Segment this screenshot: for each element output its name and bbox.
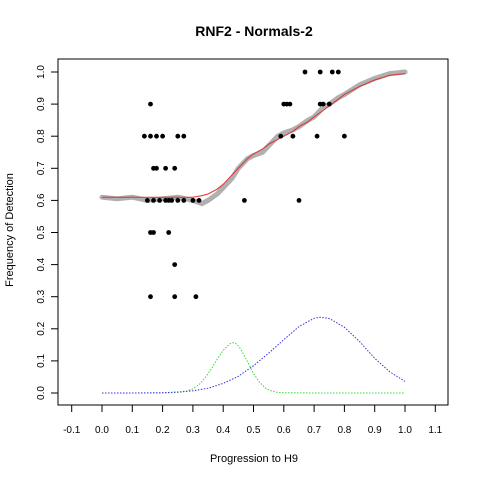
data-point <box>172 262 178 267</box>
x-tick-label: 0.9 <box>368 425 382 436</box>
blue-density-line <box>102 316 406 394</box>
y-tick-label: 0.3 <box>36 289 47 303</box>
data-point <box>157 198 163 203</box>
x-tick-label: 0.1 <box>125 425 139 436</box>
y-axis-label: Frequency of Detection <box>4 173 16 287</box>
data-point <box>314 133 320 139</box>
y-tick-label: 0.4 <box>36 257 47 271</box>
data-point <box>342 133 347 139</box>
green-density-line <box>102 342 405 394</box>
y-axis: 0.0 0.1 0.2 0.3 0.4 0.5 0.6 0.7 0.8 0.9 1.0 <box>36 65 58 400</box>
data-point <box>181 133 187 139</box>
data-point <box>317 69 323 75</box>
data-point <box>145 198 150 203</box>
y-tick-label: 0.5 <box>36 225 47 239</box>
data-point <box>151 198 156 203</box>
data-point <box>290 133 296 139</box>
x-axis: -0.1 0.0 0.1 0.2 0.3 0.4 0.5 0.6 0.7 0.8 0.9 1.0 1.1 <box>63 405 443 436</box>
x-tick-label: 0.8 <box>337 425 351 436</box>
data-point <box>160 133 166 139</box>
series-layer <box>99 69 408 394</box>
data-point <box>148 101 153 107</box>
data-point <box>163 165 169 171</box>
data-point <box>296 198 302 203</box>
data-point <box>329 69 335 75</box>
fit-series-line <box>102 73 406 198</box>
x-tick-label: 0.3 <box>186 425 200 436</box>
data-point <box>326 101 332 107</box>
x-tick-label: 0.7 <box>307 425 321 436</box>
x-axis-label: Progression to H9 <box>210 453 298 465</box>
chart-title: RNF2 - Normals-2 <box>195 23 313 39</box>
x-tick-label: 0.2 <box>156 425 170 436</box>
data-point <box>172 294 178 300</box>
y-tick-label: 0.9 <box>36 97 47 111</box>
data-point <box>154 165 159 171</box>
x-tick-label: 1.1 <box>428 425 442 436</box>
data-point <box>278 133 284 139</box>
x-tick-label: 0.6 <box>277 425 291 436</box>
x-tick-label: 0.5 <box>247 425 261 436</box>
data-point <box>242 198 247 203</box>
y-tick-label: 0.7 <box>36 161 47 175</box>
points-layer <box>142 69 347 300</box>
data-point <box>193 294 199 300</box>
data-point <box>181 198 187 203</box>
data-point <box>175 133 181 139</box>
y-tick-label: 0.1 <box>36 354 47 368</box>
data-point <box>148 294 153 300</box>
data-point <box>148 133 153 139</box>
x-tick-label: 0.4 <box>216 425 230 436</box>
data-point <box>142 133 147 139</box>
y-tick-label: 1.0 <box>36 65 47 79</box>
data-point <box>190 198 196 203</box>
x-tick-label: 0.0 <box>95 425 109 436</box>
data-point <box>320 101 326 107</box>
data-point <box>196 198 202 203</box>
data-point <box>335 69 341 75</box>
y-tick-label: 0.6 <box>36 193 47 207</box>
data-point <box>166 230 172 235</box>
data-point <box>287 101 293 107</box>
data-point <box>154 133 159 139</box>
y-tick-label: 0.8 <box>36 129 47 143</box>
y-tick-label: 0.2 <box>36 321 47 335</box>
data-point <box>172 165 178 171</box>
data-point <box>175 198 181 203</box>
data-point <box>151 230 156 235</box>
data-point <box>169 198 175 203</box>
y-tick-label: 0.0 <box>36 386 47 400</box>
data-point <box>302 69 308 75</box>
x-tick-label: -0.1 <box>63 425 81 436</box>
x-tick-label: 1.0 <box>398 425 412 436</box>
